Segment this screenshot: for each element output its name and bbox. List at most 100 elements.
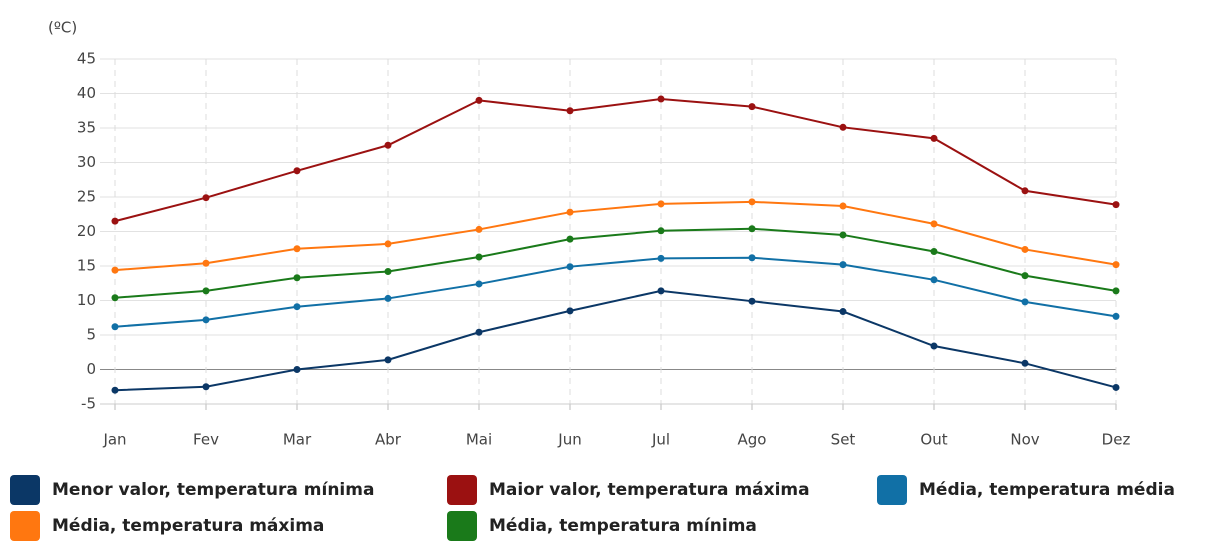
data-point — [384, 141, 392, 149]
data-point — [111, 323, 119, 331]
data-point — [839, 123, 847, 131]
data-point — [839, 308, 847, 316]
data-point — [839, 261, 847, 269]
y-tick-label: 35 — [77, 119, 96, 137]
data-point — [1112, 261, 1120, 269]
data-point — [202, 287, 210, 295]
x-tick-label: Dez — [1102, 431, 1131, 449]
x-tick-label: Jul — [651, 431, 670, 449]
data-point — [293, 274, 301, 282]
data-point — [293, 245, 301, 253]
data-point — [930, 248, 938, 256]
y-tick-label: 15 — [77, 257, 96, 275]
data-point — [839, 202, 847, 210]
data-point — [475, 280, 483, 288]
data-point — [293, 167, 301, 175]
data-point — [839, 231, 847, 239]
data-point — [566, 307, 574, 315]
data-point — [1021, 359, 1029, 367]
legend-swatch — [10, 511, 40, 541]
data-point — [748, 297, 756, 305]
legend-label: Menor valor, temperatura mínima — [52, 480, 374, 500]
data-point — [566, 107, 574, 115]
legend-swatch — [10, 475, 40, 505]
series-line — [114, 256, 1117, 328]
y-tick-label: 20 — [77, 222, 96, 240]
data-point — [930, 276, 938, 284]
x-tick-label: Nov — [1010, 431, 1039, 449]
y-tick-label: 25 — [77, 188, 96, 206]
data-point — [748, 225, 756, 233]
legend-label: Média, temperatura média — [919, 480, 1175, 500]
x-tick-label: Out — [920, 431, 947, 449]
data-point — [566, 208, 574, 216]
x-tick-label: Abr — [375, 431, 402, 449]
data-point — [384, 356, 392, 364]
data-point — [657, 254, 665, 262]
data-point — [1112, 201, 1120, 209]
legend-label: Maior valor, temperatura máxima — [489, 480, 810, 500]
y-tick-label: 5 — [86, 326, 96, 344]
y-tick-label: 10 — [77, 291, 96, 309]
series-line — [114, 98, 1117, 223]
x-tick-label: Mai — [466, 431, 492, 449]
y-tick-label: 45 — [77, 50, 96, 68]
data-point — [111, 294, 119, 302]
legend-swatch — [447, 511, 477, 541]
data-point — [202, 259, 210, 267]
x-tick-label: Jan — [102, 431, 126, 449]
data-point — [748, 198, 756, 206]
legend-label: Média, temperatura máxima — [52, 516, 324, 536]
data-point — [748, 103, 756, 111]
x-tick-label: Ago — [738, 431, 767, 449]
x-tick-label: Fev — [193, 431, 219, 449]
data-point — [293, 366, 301, 373]
data-point — [1021, 298, 1029, 306]
data-point — [111, 386, 119, 394]
x-tick-label: Jun — [557, 431, 581, 449]
x-tick-label: Set — [831, 431, 856, 449]
data-point — [384, 268, 392, 276]
data-point — [202, 194, 210, 202]
y-tick-label: 30 — [77, 153, 96, 171]
data-point — [475, 225, 483, 233]
data-point — [475, 328, 483, 336]
data-point — [657, 287, 665, 295]
data-point — [1021, 187, 1029, 195]
series-line — [114, 289, 1117, 392]
data-point — [1112, 287, 1120, 295]
series-line — [114, 200, 1117, 272]
data-point — [1021, 245, 1029, 253]
legend-swatch — [877, 475, 907, 505]
data-point — [657, 200, 665, 208]
data-point — [1021, 272, 1029, 280]
y-tick-label: 0 — [86, 360, 96, 378]
data-point — [475, 96, 483, 104]
y-tick-label: -5 — [81, 395, 96, 413]
y-tick-label: 40 — [77, 84, 96, 102]
data-point — [1112, 383, 1120, 391]
y-axis-label: (ºC) — [48, 19, 77, 37]
data-point — [930, 342, 938, 350]
x-tick-label: Mar — [283, 431, 312, 449]
data-point — [657, 227, 665, 235]
data-point — [566, 263, 574, 271]
data-point — [293, 303, 301, 311]
data-point — [930, 220, 938, 228]
data-point — [1112, 312, 1120, 320]
data-point — [930, 134, 938, 142]
data-point — [384, 294, 392, 302]
data-point — [475, 253, 483, 261]
data-point — [111, 266, 119, 274]
data-point — [202, 383, 210, 391]
data-point — [384, 240, 392, 248]
data-point — [748, 254, 756, 262]
legend-swatch — [447, 475, 477, 505]
series-line — [114, 227, 1117, 299]
legend-label: Média, temperatura mínima — [489, 516, 757, 536]
data-point — [566, 235, 574, 243]
data-point — [202, 316, 210, 324]
data-point — [657, 95, 665, 103]
data-point — [111, 217, 119, 225]
